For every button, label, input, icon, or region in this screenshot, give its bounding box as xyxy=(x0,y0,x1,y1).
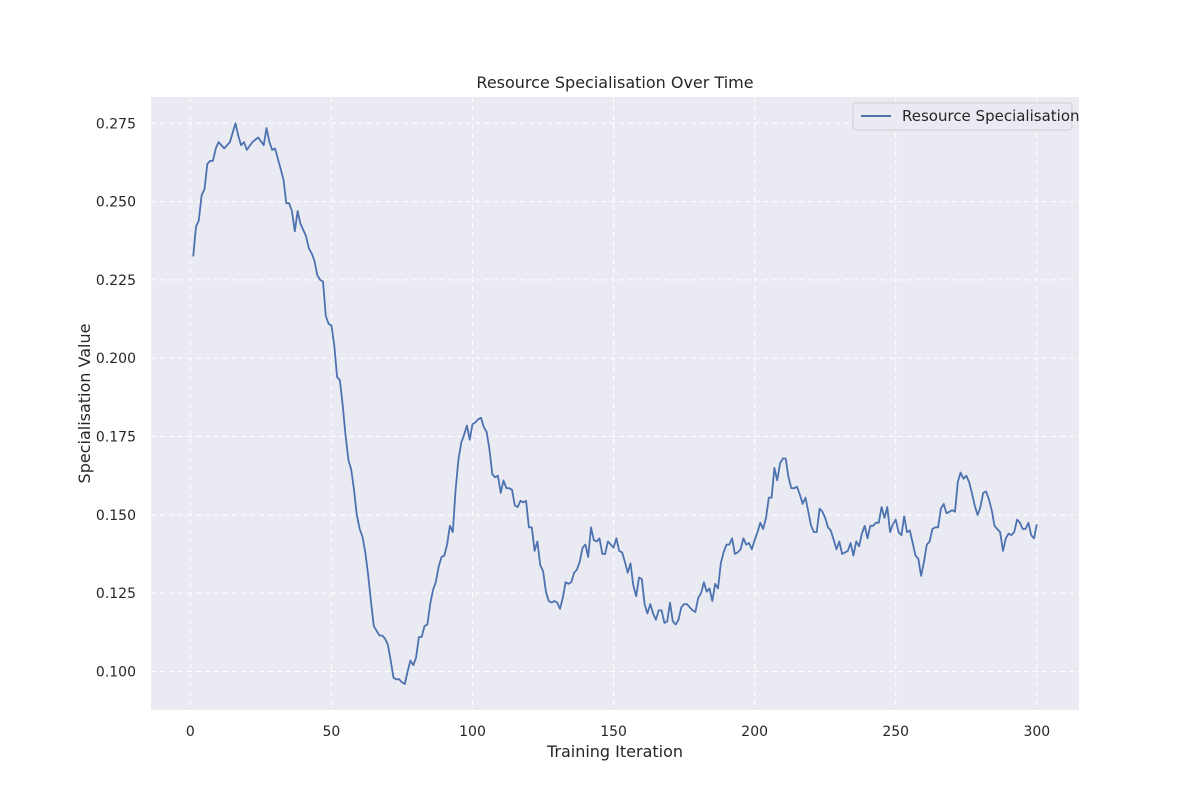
x-axis-label: Training Iteration xyxy=(546,742,683,761)
y-tick-labels: 0.100 0.125 0.150 0.175 0.200 0.225 0.250 0.275 xyxy=(96,116,136,680)
y-tick-label: 0.275 xyxy=(96,116,136,132)
y-tick-label: 0.175 xyxy=(96,430,136,446)
y-axis-label: Specialisation Value xyxy=(75,324,94,484)
chart-title: Resource Specialisation Over Time xyxy=(476,73,753,92)
y-tick-label: 0.100 xyxy=(96,664,136,680)
legend-box xyxy=(852,102,1073,131)
grid-layer xyxy=(151,97,1079,710)
y-tick-label: 0.125 xyxy=(96,586,136,602)
x-tick-label: 250 xyxy=(882,724,909,740)
legend: Resource Specialisation xyxy=(852,102,1080,131)
legend-label: Resource Specialisation xyxy=(902,107,1080,125)
series-layer xyxy=(192,122,1038,685)
x-tick-label: 200 xyxy=(741,724,768,740)
x-tick-labels: 0 50 100 150 200 250 300 xyxy=(186,724,1050,740)
x-tick-label: 150 xyxy=(600,724,627,740)
x-tick-label: 100 xyxy=(459,724,486,740)
x-tick-label: 0 xyxy=(186,724,195,740)
x-tick-label: 50 xyxy=(323,724,341,740)
y-tick-label: 0.225 xyxy=(96,273,136,289)
y-tick-label: 0.200 xyxy=(96,351,136,367)
x-tick-label: 300 xyxy=(1023,724,1050,740)
y-tick-label: 0.250 xyxy=(96,195,136,211)
y-tick-label: 0.150 xyxy=(96,508,136,524)
plot-area xyxy=(151,97,1079,710)
series-line-resource-specialisation xyxy=(192,122,1038,685)
